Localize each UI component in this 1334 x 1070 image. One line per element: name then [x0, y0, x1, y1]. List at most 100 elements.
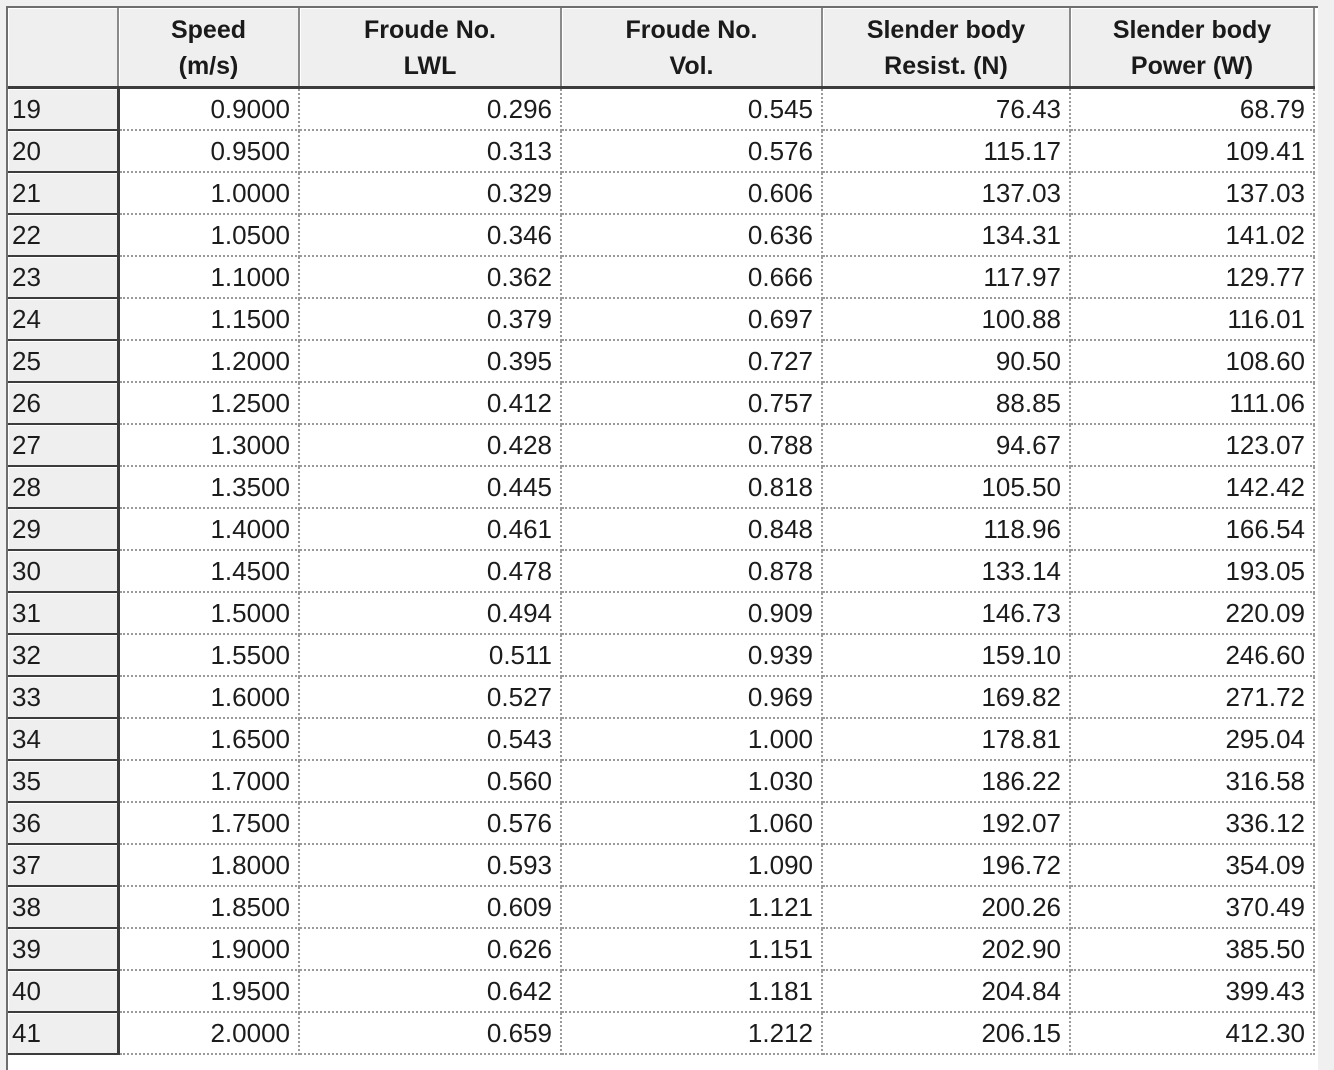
table-row[interactable]: 33 1.6000 0.527 0.969 169.82 271.72 [8, 676, 1315, 719]
speed-cell[interactable]: 1.0500 [118, 214, 300, 257]
table-row[interactable]: 41 2.0000 0.659 1.212 206.15 412.30 [8, 1012, 1315, 1055]
resistance-cell[interactable]: 196.72 [822, 844, 1071, 887]
resistance-cell[interactable]: 134.31 [822, 214, 1071, 257]
table-row[interactable]: 25 1.2000 0.395 0.727 90.50 108.60 [8, 340, 1315, 383]
speed-cell[interactable]: 1.6000 [118, 676, 300, 719]
froude-lwl-cell[interactable]: 0.494 [299, 592, 562, 635]
power-cell[interactable]: 123.07 [1070, 424, 1315, 467]
power-cell[interactable]: 193.05 [1070, 550, 1315, 593]
froude-vol-cell[interactable]: 0.757 [561, 382, 823, 425]
column-header-speed[interactable]: Speed (m/s) [118, 8, 300, 89]
power-cell[interactable]: 109.41 [1070, 130, 1315, 173]
column-header-froude-lwl[interactable]: Froude No. LWL [299, 8, 562, 89]
row-number[interactable]: 27 [8, 424, 120, 467]
table-row[interactable]: 40 1.9500 0.642 1.181 204.84 399.43 [8, 970, 1315, 1013]
table-row[interactable]: 38 1.8500 0.609 1.121 200.26 370.49 [8, 886, 1315, 929]
froude-vol-cell[interactable]: 1.212 [561, 1012, 823, 1055]
row-number[interactable]: 31 [8, 592, 120, 635]
row-number[interactable]: 23 [8, 256, 120, 299]
resistance-cell[interactable]: 186.22 [822, 760, 1071, 803]
power-cell[interactable]: 137.03 [1070, 172, 1315, 215]
resistance-cell[interactable]: 115.17 [822, 130, 1071, 173]
power-cell[interactable]: 354.09 [1070, 844, 1315, 887]
froude-vol-cell[interactable]: 1.060 [561, 802, 823, 845]
resistance-cell[interactable]: 159.10 [822, 634, 1071, 677]
row-number[interactable]: 28 [8, 466, 120, 509]
resistance-cell[interactable]: 94.67 [822, 424, 1071, 467]
speed-cell[interactable]: 1.5000 [118, 592, 300, 635]
froude-vol-cell[interactable]: 0.848 [561, 508, 823, 551]
speed-cell[interactable]: 1.5500 [118, 634, 300, 677]
corner-header-cell[interactable] [8, 8, 119, 89]
table-row[interactable]: 26 1.2500 0.412 0.757 88.85 111.06 [8, 382, 1315, 425]
froude-vol-cell[interactable]: 0.636 [561, 214, 823, 257]
speed-cell[interactable]: 1.6500 [118, 718, 300, 761]
power-cell[interactable]: 412.30 [1070, 1012, 1315, 1055]
froude-vol-cell[interactable]: 0.576 [561, 130, 823, 173]
table-row[interactable]: 22 1.0500 0.346 0.636 134.31 141.02 [8, 214, 1315, 257]
row-number[interactable]: 37 [8, 844, 120, 887]
speed-cell[interactable]: 1.8000 [118, 844, 300, 887]
power-cell[interactable]: 336.12 [1070, 802, 1315, 845]
froude-vol-cell[interactable]: 0.909 [561, 592, 823, 635]
froude-vol-cell[interactable]: 0.666 [561, 256, 823, 299]
table-row[interactable]: 37 1.8000 0.593 1.090 196.72 354.09 [8, 844, 1315, 887]
froude-vol-cell[interactable]: 0.727 [561, 340, 823, 383]
froude-lwl-cell[interactable]: 0.609 [299, 886, 562, 929]
power-cell[interactable]: 295.04 [1070, 718, 1315, 761]
power-cell[interactable]: 116.01 [1070, 298, 1315, 341]
resistance-cell[interactable]: 137.03 [822, 172, 1071, 215]
power-cell[interactable]: 399.43 [1070, 970, 1315, 1013]
row-number[interactable]: 32 [8, 634, 120, 677]
froude-lwl-cell[interactable]: 0.478 [299, 550, 562, 593]
froude-vol-cell[interactable]: 0.818 [561, 466, 823, 509]
column-header-power[interactable]: Slender body Power (W) [1070, 8, 1315, 89]
table-row[interactable]: 34 1.6500 0.543 1.000 178.81 295.04 [8, 718, 1315, 761]
froude-vol-cell[interactable]: 1.030 [561, 760, 823, 803]
power-cell[interactable]: 166.54 [1070, 508, 1315, 551]
froude-lwl-cell[interactable]: 0.313 [299, 130, 562, 173]
froude-vol-cell[interactable]: 1.000 [561, 718, 823, 761]
speed-cell[interactable]: 1.9500 [118, 970, 300, 1013]
froude-lwl-cell[interactable]: 0.395 [299, 340, 562, 383]
power-cell[interactable]: 68.79 [1070, 87, 1315, 131]
froude-vol-cell[interactable]: 0.697 [561, 298, 823, 341]
resistance-cell[interactable]: 204.84 [822, 970, 1071, 1013]
speed-cell[interactable]: 2.0000 [118, 1012, 300, 1055]
table-row[interactable]: 19 0.9000 0.296 0.545 76.43 68.79 [8, 87, 1315, 131]
row-number[interactable]: 21 [8, 172, 120, 215]
row-number[interactable]: 29 [8, 508, 120, 551]
table-row[interactable]: 35 1.7000 0.560 1.030 186.22 316.58 [8, 760, 1315, 803]
froude-lwl-cell[interactable]: 0.329 [299, 172, 562, 215]
table-row[interactable]: 20 0.9500 0.313 0.576 115.17 109.41 [8, 130, 1315, 173]
speed-cell[interactable]: 1.4500 [118, 550, 300, 593]
table-row[interactable]: 27 1.3000 0.428 0.788 94.67 123.07 [8, 424, 1315, 467]
froude-vol-cell[interactable]: 1.090 [561, 844, 823, 887]
froude-lwl-cell[interactable]: 0.412 [299, 382, 562, 425]
table-row[interactable]: 29 1.4000 0.461 0.848 118.96 166.54 [8, 508, 1315, 551]
froude-lwl-cell[interactable]: 0.527 [299, 676, 562, 719]
resistance-cell[interactable]: 192.07 [822, 802, 1071, 845]
row-number[interactable]: 25 [8, 340, 120, 383]
table-row[interactable]: 28 1.3500 0.445 0.818 105.50 142.42 [8, 466, 1315, 509]
speed-cell[interactable]: 0.9000 [118, 87, 300, 131]
resistance-cell[interactable]: 178.81 [822, 718, 1071, 761]
speed-cell[interactable]: 1.8500 [118, 886, 300, 929]
speed-cell[interactable]: 1.7500 [118, 802, 300, 845]
row-number[interactable]: 26 [8, 382, 120, 425]
column-header-froude-vol[interactable]: Froude No. Vol. [561, 8, 823, 89]
power-cell[interactable]: 111.06 [1070, 382, 1315, 425]
resistance-cell[interactable]: 100.88 [822, 298, 1071, 341]
froude-vol-cell[interactable]: 0.969 [561, 676, 823, 719]
power-cell[interactable]: 385.50 [1070, 928, 1315, 971]
resistance-cell[interactable]: 105.50 [822, 466, 1071, 509]
resistance-cell[interactable]: 169.82 [822, 676, 1071, 719]
froude-vol-cell[interactable]: 0.606 [561, 172, 823, 215]
power-cell[interactable]: 142.42 [1070, 466, 1315, 509]
froude-vol-cell[interactable]: 1.151 [561, 928, 823, 971]
power-cell[interactable]: 141.02 [1070, 214, 1315, 257]
table-row[interactable]: 21 1.0000 0.329 0.606 137.03 137.03 [8, 172, 1315, 215]
speed-cell[interactable]: 1.3000 [118, 424, 300, 467]
froude-lwl-cell[interactable]: 0.379 [299, 298, 562, 341]
froude-vol-cell[interactable]: 0.788 [561, 424, 823, 467]
